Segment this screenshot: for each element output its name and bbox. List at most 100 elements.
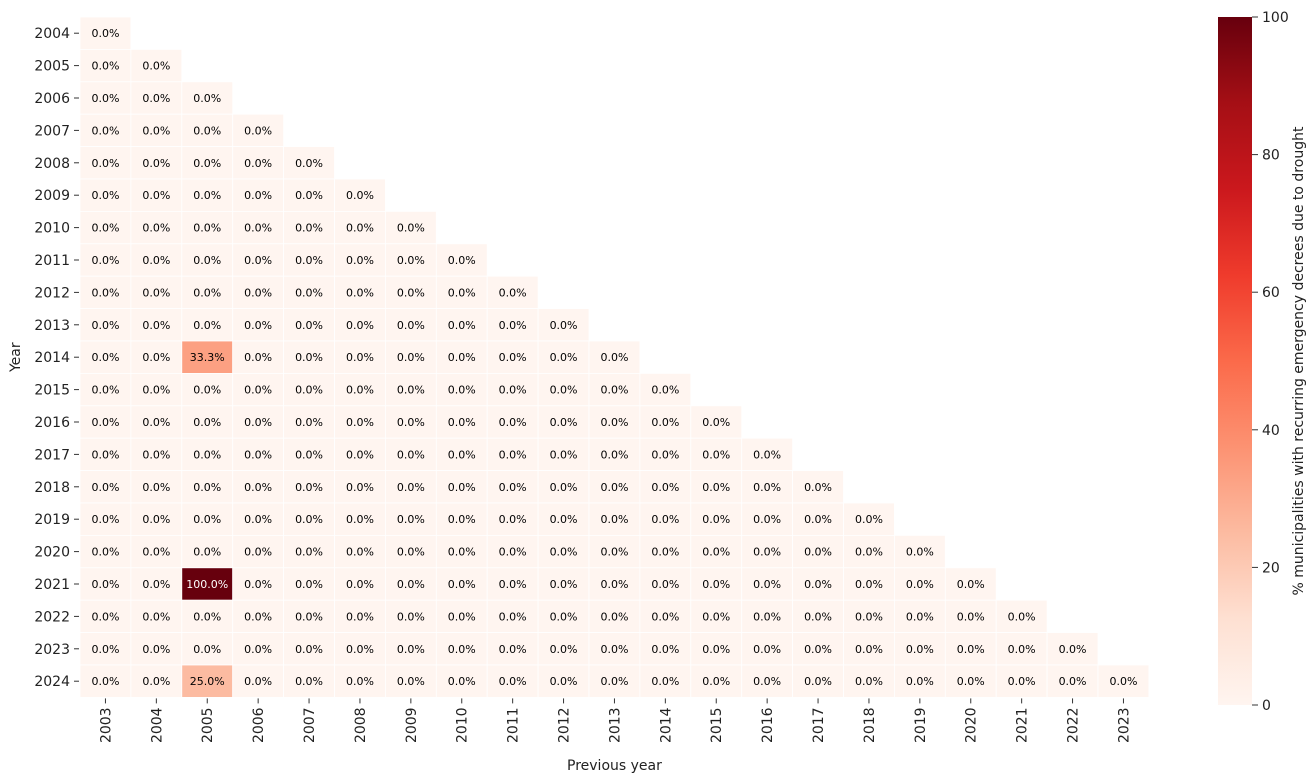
cell-value-label: 0.0% [550, 481, 578, 494]
heatmap-cell [944, 567, 997, 601]
cell-value-label: 0.0% [295, 222, 323, 235]
cell-value-label: 0.0% [600, 513, 628, 526]
heatmap-cell [639, 632, 692, 666]
heatmap-cell [486, 275, 539, 310]
heatmap-cell [690, 664, 743, 698]
cell-value-label: 0.0% [193, 254, 221, 267]
cell-value-label: 0.0% [295, 643, 323, 656]
cell-value-label: 0.0% [448, 286, 476, 299]
colorbar [1218, 17, 1252, 705]
cell-value-label: 0.0% [448, 610, 476, 623]
heatmap-cell [537, 372, 590, 407]
cell-value-label: 0.0% [957, 578, 985, 591]
heatmap-cell [384, 502, 437, 536]
cell-value-label: 0.0% [91, 384, 119, 397]
x-tick-label: 2014 [658, 707, 674, 743]
heatmap-cell [232, 502, 284, 536]
heatmap-cell [181, 275, 234, 310]
heatmap-cell [384, 567, 437, 601]
heatmap-cell [537, 308, 590, 342]
heatmap-cell [334, 210, 386, 245]
cell-value-label: 0.0% [244, 189, 272, 202]
x-tick-label: 2005 [200, 707, 216, 743]
y-tick-label: 2023 [34, 642, 70, 658]
cell-value-label: 0.0% [244, 319, 272, 332]
heatmap-cell [690, 567, 743, 601]
cell-value-label: 0.0% [855, 578, 883, 591]
heatmap-cell [79, 632, 132, 666]
heatmap-cell [944, 664, 997, 698]
x-tick-label: 2009 [404, 707, 420, 743]
cell-value-label: 0.0% [346, 189, 374, 202]
heatmap-cell [334, 632, 386, 666]
heatmap-cell [283, 470, 335, 504]
cell-value-label: 0.0% [91, 254, 119, 267]
cell-value-label: 0.0% [702, 675, 730, 688]
cell-value-label: 0.0% [499, 481, 527, 494]
y-tick-label: 2014 [34, 350, 70, 366]
cell-value-label: 0.0% [142, 610, 170, 623]
heatmap-cell [181, 81, 234, 115]
x-axis-label: Previous year [567, 758, 662, 773]
cell-value-label: 0.0% [193, 92, 221, 105]
heatmap-cell [283, 308, 335, 342]
heatmap-cell [486, 632, 539, 666]
heatmap-cell [741, 535, 794, 569]
cell-value-label: 0.0% [651, 481, 679, 494]
heatmap-cell [1046, 664, 1099, 698]
y-tick-label: 2021 [34, 577, 70, 593]
cell-value-label: 0.0% [499, 675, 527, 688]
heatmap-cell [79, 664, 132, 698]
x-tick-label: 2011 [506, 707, 522, 743]
cell-value-label: 0.0% [702, 546, 730, 559]
heatmap-cell [334, 664, 386, 698]
cell-value-label: 0.0% [855, 513, 883, 526]
cell-value-label: 0.0% [295, 416, 323, 429]
cell-value-label: 0.0% [142, 448, 170, 461]
cell-value-label: 0.0% [448, 351, 476, 364]
heatmap-cell [741, 502, 794, 536]
cell-value-label: 0.0% [651, 578, 679, 591]
cell-value-label: 0.0% [804, 578, 832, 591]
colorbar-tick-label: 20 [1262, 560, 1280, 576]
heatmap-cell [843, 502, 895, 536]
cell-value-label: 0.0% [753, 675, 781, 688]
x-tick-label: 2003 [98, 707, 114, 743]
heatmap-cell [486, 372, 539, 407]
cell-value-label: 0.0% [906, 546, 934, 559]
cell-value-label: 0.0% [906, 578, 934, 591]
cell-value-label: 0.0% [1059, 643, 1087, 656]
cell-value-label: 0.0% [702, 610, 730, 623]
y-axis-label: Year [8, 342, 24, 373]
heatmap-cell [334, 372, 386, 407]
cell-value-label: 0.0% [91, 416, 119, 429]
cell-value-label: 0.0% [346, 448, 374, 461]
x-tick-label: 2016 [760, 707, 776, 743]
cell-value-label: 0.0% [499, 319, 527, 332]
cell-value-label: 0.0% [244, 513, 272, 526]
cell-value-label: 0.0% [550, 448, 578, 461]
cell-value-label: 0.0% [499, 578, 527, 591]
cell-value-label: 0.0% [753, 610, 781, 623]
cell-value-label: 0.0% [142, 481, 170, 494]
heatmap-cell [486, 535, 539, 569]
x-tick-label: 2004 [149, 707, 165, 743]
heatmap-cell [843, 535, 895, 569]
cell-value-label: 0.0% [651, 610, 679, 623]
cell-value-label: 0.0% [397, 481, 425, 494]
cell-value-label: 0.0% [244, 643, 272, 656]
heatmap-cell [792, 664, 844, 698]
heatmap-cell [130, 599, 183, 634]
heatmap-cell [232, 372, 284, 407]
heatmap-cell [334, 308, 386, 342]
heatmap-cell [79, 243, 132, 277]
cell-value-label: 0.0% [1008, 610, 1036, 623]
cell-value-label: 0.0% [550, 675, 578, 688]
heatmap-cell [283, 599, 335, 634]
cell-value-label: 0.0% [346, 286, 374, 299]
heatmap-cell [232, 308, 284, 342]
heatmap-cell [537, 535, 590, 569]
heatmap-cell [435, 372, 488, 407]
cell-value-label: 0.0% [142, 157, 170, 170]
cell-value-label: 0.0% [295, 384, 323, 397]
